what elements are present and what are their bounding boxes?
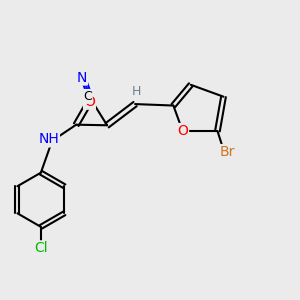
Text: C: C (83, 90, 92, 103)
Text: O: O (84, 95, 95, 109)
Text: Cl: Cl (34, 242, 48, 255)
Text: N: N (76, 70, 87, 85)
Text: O: O (177, 124, 188, 138)
Text: H: H (132, 85, 141, 98)
Text: Br: Br (220, 145, 235, 159)
Text: NH: NH (38, 132, 59, 146)
